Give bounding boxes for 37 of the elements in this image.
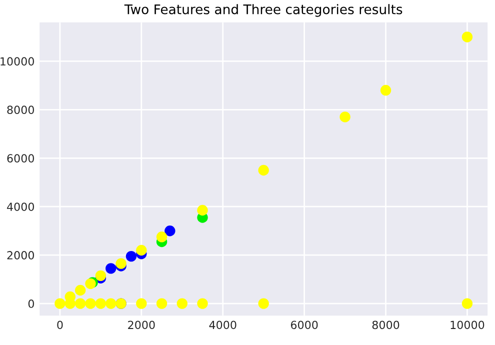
point bbox=[462, 298, 473, 309]
y-tick-label: 10000 bbox=[0, 57, 34, 66]
point bbox=[85, 298, 96, 309]
point bbox=[116, 258, 126, 269]
point bbox=[95, 270, 106, 282]
point bbox=[156, 232, 168, 242]
point bbox=[136, 298, 147, 309]
x-tick-label: 2000 bbox=[128, 320, 155, 330]
point bbox=[54, 298, 66, 309]
y-tick-label: 0 bbox=[28, 300, 34, 308]
point bbox=[74, 284, 86, 296]
y-tick-label: 8000 bbox=[7, 106, 34, 114]
point bbox=[258, 298, 269, 309]
point bbox=[74, 298, 86, 309]
x-tick-label: 10000 bbox=[450, 320, 484, 330]
point bbox=[106, 263, 116, 274]
point bbox=[156, 298, 168, 309]
point bbox=[462, 32, 473, 42]
point bbox=[136, 244, 147, 256]
y-tick-label: 6000 bbox=[7, 154, 34, 163]
chart-title: Two Features and Three categories results bbox=[124, 4, 402, 17]
point bbox=[164, 225, 176, 236]
point bbox=[106, 298, 116, 309]
y-tick-label: 4000 bbox=[7, 202, 34, 211]
point bbox=[197, 204, 208, 216]
x-tick-label: 0 bbox=[57, 320, 63, 330]
point bbox=[258, 164, 269, 176]
x-tick-label: 4000 bbox=[209, 320, 236, 330]
point bbox=[380, 84, 392, 96]
point bbox=[95, 298, 106, 309]
point bbox=[126, 250, 137, 262]
point bbox=[176, 298, 188, 309]
x-tick-label: 6000 bbox=[290, 320, 318, 330]
point bbox=[197, 298, 208, 309]
point bbox=[340, 112, 350, 122]
y-tick-label: 2000 bbox=[7, 251, 34, 260]
x-tick-label: 8000 bbox=[372, 320, 400, 330]
